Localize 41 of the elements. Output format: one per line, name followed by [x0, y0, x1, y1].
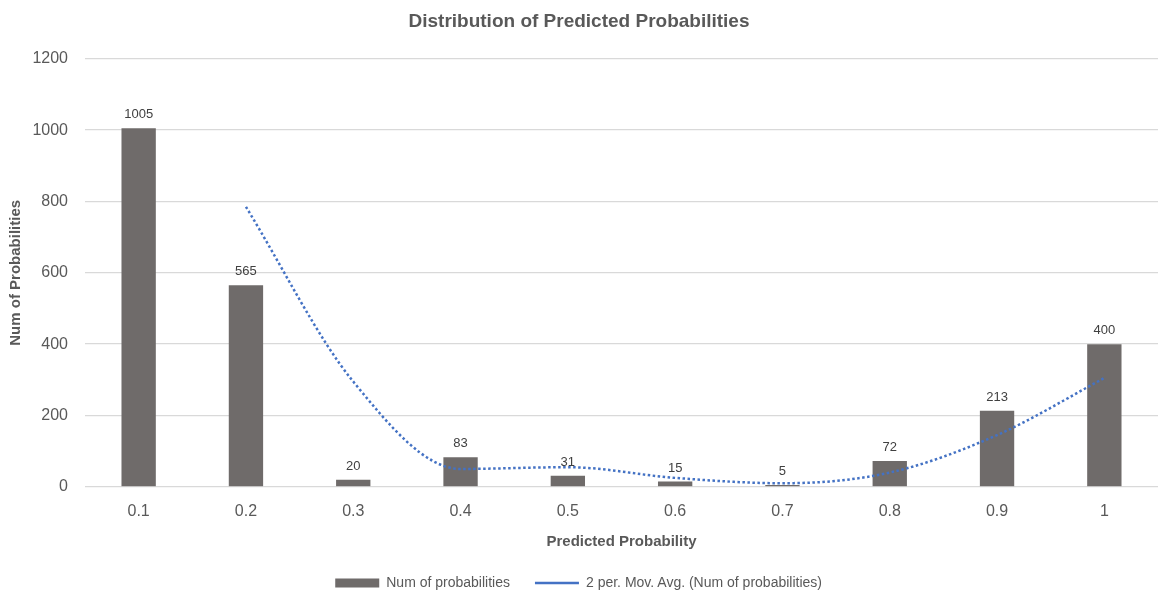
data-label: 1005	[124, 106, 154, 122]
y-tick-label: 200	[41, 405, 69, 423]
x-axis-title: Predicted Probability	[546, 532, 698, 550]
bar	[1087, 344, 1122, 487]
x-tick-label: 0.5	[556, 501, 580, 519]
y-tick-label: 800	[41, 191, 69, 209]
bar	[228, 285, 264, 487]
bar	[336, 479, 371, 487]
bar	[657, 481, 693, 487]
x-tick-label: 0.8	[878, 501, 901, 519]
data-label: 72	[882, 439, 897, 455]
bar	[121, 128, 156, 487]
x-tick-label: 0.2	[234, 501, 258, 519]
x-tick-label: 0.6	[664, 501, 687, 519]
x-tick-label: 0.7	[771, 501, 794, 519]
legend-label: 2 per. Mov. Avg. (Num of probabilities)	[585, 573, 822, 590]
x-tick-label: 0.1	[127, 501, 150, 519]
y-axis-title: Num of Probabilities	[6, 199, 24, 346]
data-label: 213	[986, 388, 1008, 404]
y-tick-label: 1200	[32, 49, 69, 67]
data-label: 15	[667, 459, 683, 475]
y-tick-label: 0	[59, 477, 69, 495]
data-label: 20	[346, 457, 361, 473]
bar	[979, 410, 1015, 487]
data-label: 400	[1093, 322, 1116, 338]
y-tick-label: 1000	[32, 120, 69, 138]
bar	[443, 457, 478, 487]
bar	[550, 475, 586, 487]
chart-title: Distribution of Predicted Probabilities	[408, 9, 750, 31]
y-tick-label: 600	[41, 263, 69, 281]
legend-label: Num of probabilities	[386, 573, 510, 590]
bar	[872, 461, 907, 487]
x-tick-label: 1	[1099, 501, 1109, 519]
y-tick-label: 400	[41, 334, 69, 352]
x-tick-label: 0.4	[449, 501, 472, 519]
data-label: 83	[453, 435, 468, 451]
data-label: 565	[235, 263, 257, 279]
data-label: 5	[778, 463, 787, 479]
x-tick-label: 0.9	[985, 501, 1009, 519]
x-tick-label: 0.3	[342, 501, 365, 519]
data-label: 31	[560, 453, 576, 469]
